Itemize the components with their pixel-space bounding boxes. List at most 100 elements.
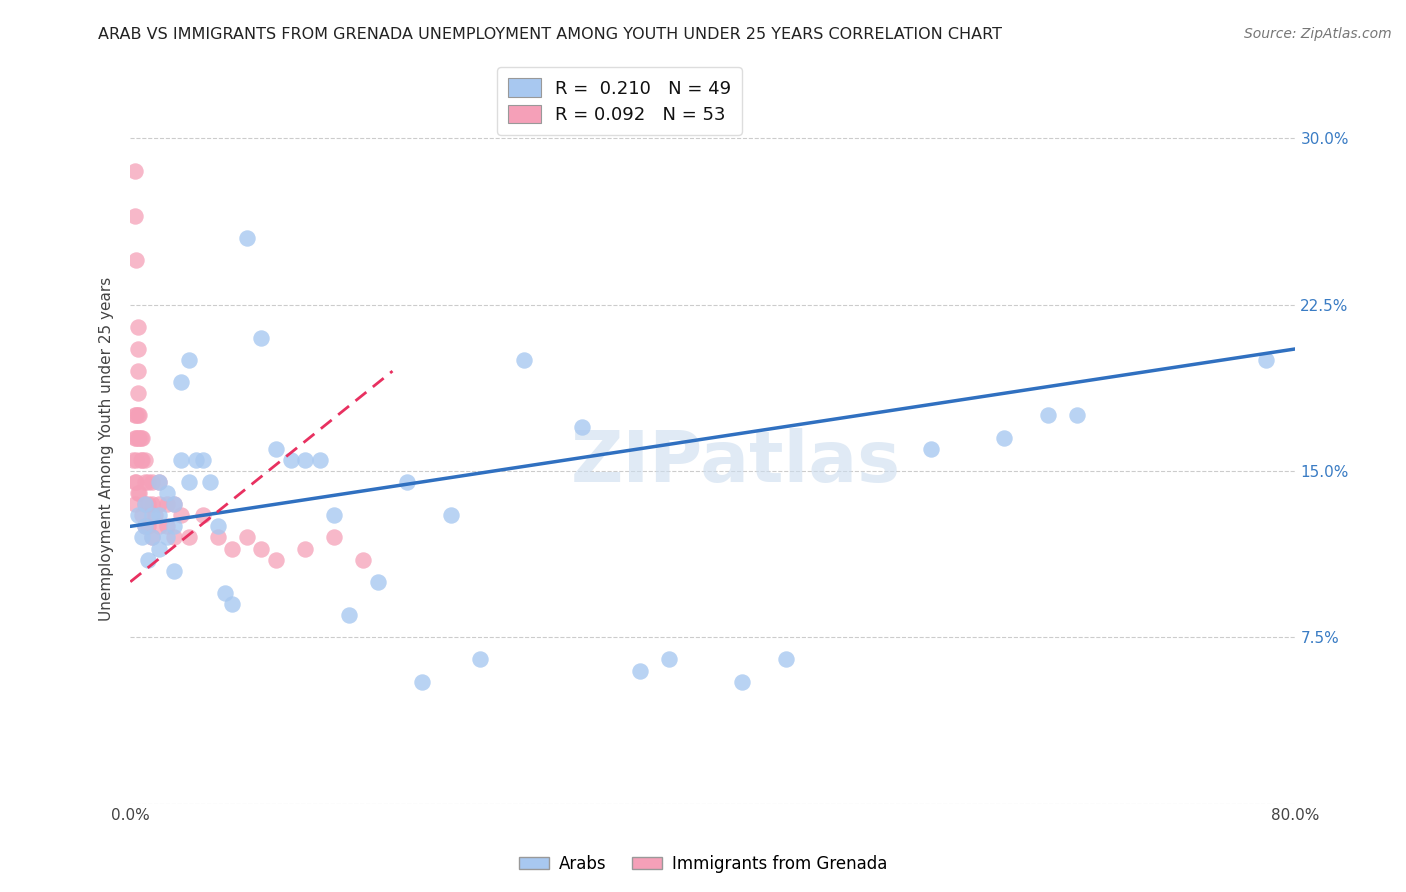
Point xyxy=(323,531,346,545)
Point xyxy=(264,442,287,456)
Point xyxy=(294,452,316,467)
Point xyxy=(127,409,149,423)
Point xyxy=(127,508,149,523)
Point xyxy=(141,508,163,523)
Point xyxy=(148,541,170,556)
Point xyxy=(156,486,179,500)
Point xyxy=(156,519,179,533)
Point xyxy=(141,531,163,545)
Point xyxy=(131,452,153,467)
Point xyxy=(920,442,942,456)
Point xyxy=(134,475,156,489)
Point xyxy=(191,508,214,523)
Point xyxy=(136,475,159,489)
Point xyxy=(134,519,156,533)
Point xyxy=(294,541,316,556)
Point xyxy=(156,531,179,545)
Point xyxy=(280,452,302,467)
Point xyxy=(236,231,259,245)
Point xyxy=(148,475,170,489)
Point xyxy=(163,531,186,545)
Legend: Arabs, Immigrants from Grenada: Arabs, Immigrants from Grenada xyxy=(512,848,894,880)
Point xyxy=(136,519,159,533)
Point xyxy=(163,519,186,533)
Point xyxy=(124,497,146,511)
Point xyxy=(134,519,156,533)
Point xyxy=(143,508,166,523)
Point xyxy=(141,531,163,545)
Point xyxy=(128,486,150,500)
Point xyxy=(127,386,149,401)
Point xyxy=(571,419,593,434)
Point xyxy=(512,353,534,368)
Point xyxy=(131,531,153,545)
Point xyxy=(207,519,229,533)
Point xyxy=(125,475,148,489)
Point xyxy=(658,652,681,666)
Point xyxy=(221,597,243,611)
Point xyxy=(125,253,148,268)
Point xyxy=(1036,409,1059,423)
Point xyxy=(163,564,186,578)
Point xyxy=(134,452,156,467)
Point xyxy=(177,475,200,489)
Point xyxy=(127,486,149,500)
Point xyxy=(221,541,243,556)
Point xyxy=(200,475,222,489)
Point xyxy=(129,431,152,445)
Point xyxy=(122,452,145,467)
Point xyxy=(411,674,433,689)
Point xyxy=(163,497,186,511)
Point xyxy=(141,497,163,511)
Point xyxy=(136,552,159,566)
Point xyxy=(148,519,170,533)
Point xyxy=(134,497,156,511)
Text: Source: ZipAtlas.com: Source: ZipAtlas.com xyxy=(1244,27,1392,41)
Point xyxy=(128,431,150,445)
Point xyxy=(170,452,193,467)
Point xyxy=(468,652,491,666)
Point xyxy=(134,497,156,511)
Legend: R =  0.210   N = 49, R = 0.092   N = 53: R = 0.210 N = 49, R = 0.092 N = 53 xyxy=(498,68,742,135)
Y-axis label: Unemployment Among Youth under 25 years: Unemployment Among Youth under 25 years xyxy=(100,277,114,621)
Point xyxy=(125,409,148,423)
Point xyxy=(191,452,214,467)
Point xyxy=(128,409,150,423)
Point xyxy=(352,552,374,566)
Point xyxy=(136,497,159,511)
Point xyxy=(775,652,797,666)
Point xyxy=(1256,353,1278,368)
Point xyxy=(184,452,207,467)
Point xyxy=(124,431,146,445)
Point xyxy=(163,497,186,511)
Point xyxy=(264,552,287,566)
Point xyxy=(236,531,259,545)
Point xyxy=(124,164,146,178)
Point xyxy=(125,452,148,467)
Point xyxy=(127,431,149,445)
Point xyxy=(125,431,148,445)
Point xyxy=(124,475,146,489)
Point xyxy=(250,331,273,345)
Point xyxy=(131,431,153,445)
Point xyxy=(170,508,193,523)
Point xyxy=(177,353,200,368)
Point xyxy=(308,452,330,467)
Point xyxy=(131,508,153,523)
Point xyxy=(127,319,149,334)
Point xyxy=(628,664,651,678)
Text: ARAB VS IMMIGRANTS FROM GRENADA UNEMPLOYMENT AMONG YOUTH UNDER 25 YEARS CORRELAT: ARAB VS IMMIGRANTS FROM GRENADA UNEMPLOY… xyxy=(98,27,1002,42)
Point xyxy=(731,674,754,689)
Point xyxy=(148,475,170,489)
Point xyxy=(127,364,149,378)
Point xyxy=(148,508,170,523)
Point xyxy=(148,497,170,511)
Point xyxy=(207,531,229,545)
Point xyxy=(156,497,179,511)
Text: ZIPatlas: ZIPatlas xyxy=(571,428,901,498)
Point xyxy=(396,475,419,489)
Point xyxy=(141,475,163,489)
Point xyxy=(124,409,146,423)
Point xyxy=(367,574,389,589)
Point xyxy=(214,586,236,600)
